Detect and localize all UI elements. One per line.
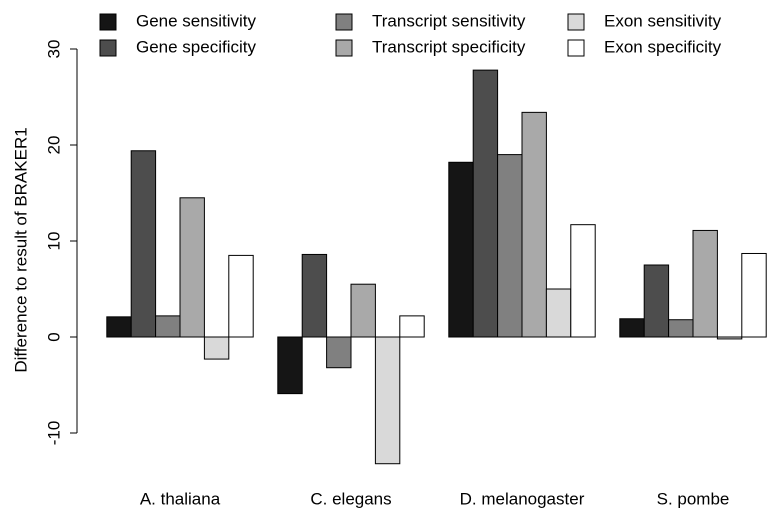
legend-label: Transcript specificity — [372, 37, 526, 56]
bar — [643, 264, 670, 338]
bar — [350, 283, 376, 338]
bar — [130, 150, 157, 338]
bar — [155, 315, 181, 338]
bar — [203, 336, 230, 360]
bar — [399, 315, 425, 338]
bar — [521, 111, 547, 338]
bar — [448, 161, 474, 338]
legend-label: Gene sensitivity — [136, 11, 256, 30]
bar — [179, 197, 205, 338]
bar — [716, 336, 743, 340]
bar — [570, 224, 596, 338]
bar — [741, 252, 767, 338]
bar — [619, 318, 645, 338]
x-tick-label: A. thaliana — [140, 489, 221, 508]
bar — [692, 229, 718, 338]
legend-label: Transcript sensitivity — [372, 11, 526, 30]
y-tick-label: -10 — [44, 421, 63, 446]
bar — [497, 154, 523, 338]
y-axis-title: Difference to result of BRAKER1 — [11, 127, 30, 372]
y-tick-label: 20 — [44, 136, 63, 155]
legend-swatch — [335, 39, 353, 57]
x-tick-label: C. elegans — [310, 489, 391, 508]
bar — [374, 336, 401, 465]
legend-swatch — [567, 13, 585, 31]
bar — [472, 69, 499, 338]
bar — [326, 336, 352, 369]
legend-swatch — [567, 39, 585, 57]
legend-label: Exon specificity — [604, 37, 722, 56]
bar — [106, 316, 132, 338]
bar — [668, 319, 694, 338]
legend-swatch — [335, 13, 353, 31]
legend-label: Gene specificity — [136, 37, 256, 56]
legend-swatch — [99, 13, 117, 31]
y-tick-label: 10 — [44, 232, 63, 251]
bar — [277, 336, 303, 395]
bar — [301, 253, 328, 338]
legend-label: Exon sensitivity — [604, 11, 722, 30]
y-tick-label: 0 — [44, 332, 63, 341]
x-tick-label: D. melanogaster — [460, 489, 585, 508]
bar — [545, 288, 572, 338]
x-tick-label: S. pombe — [657, 489, 730, 508]
legend-swatch — [99, 39, 117, 57]
bar — [228, 254, 254, 338]
y-tick-label: 30 — [44, 40, 63, 59]
